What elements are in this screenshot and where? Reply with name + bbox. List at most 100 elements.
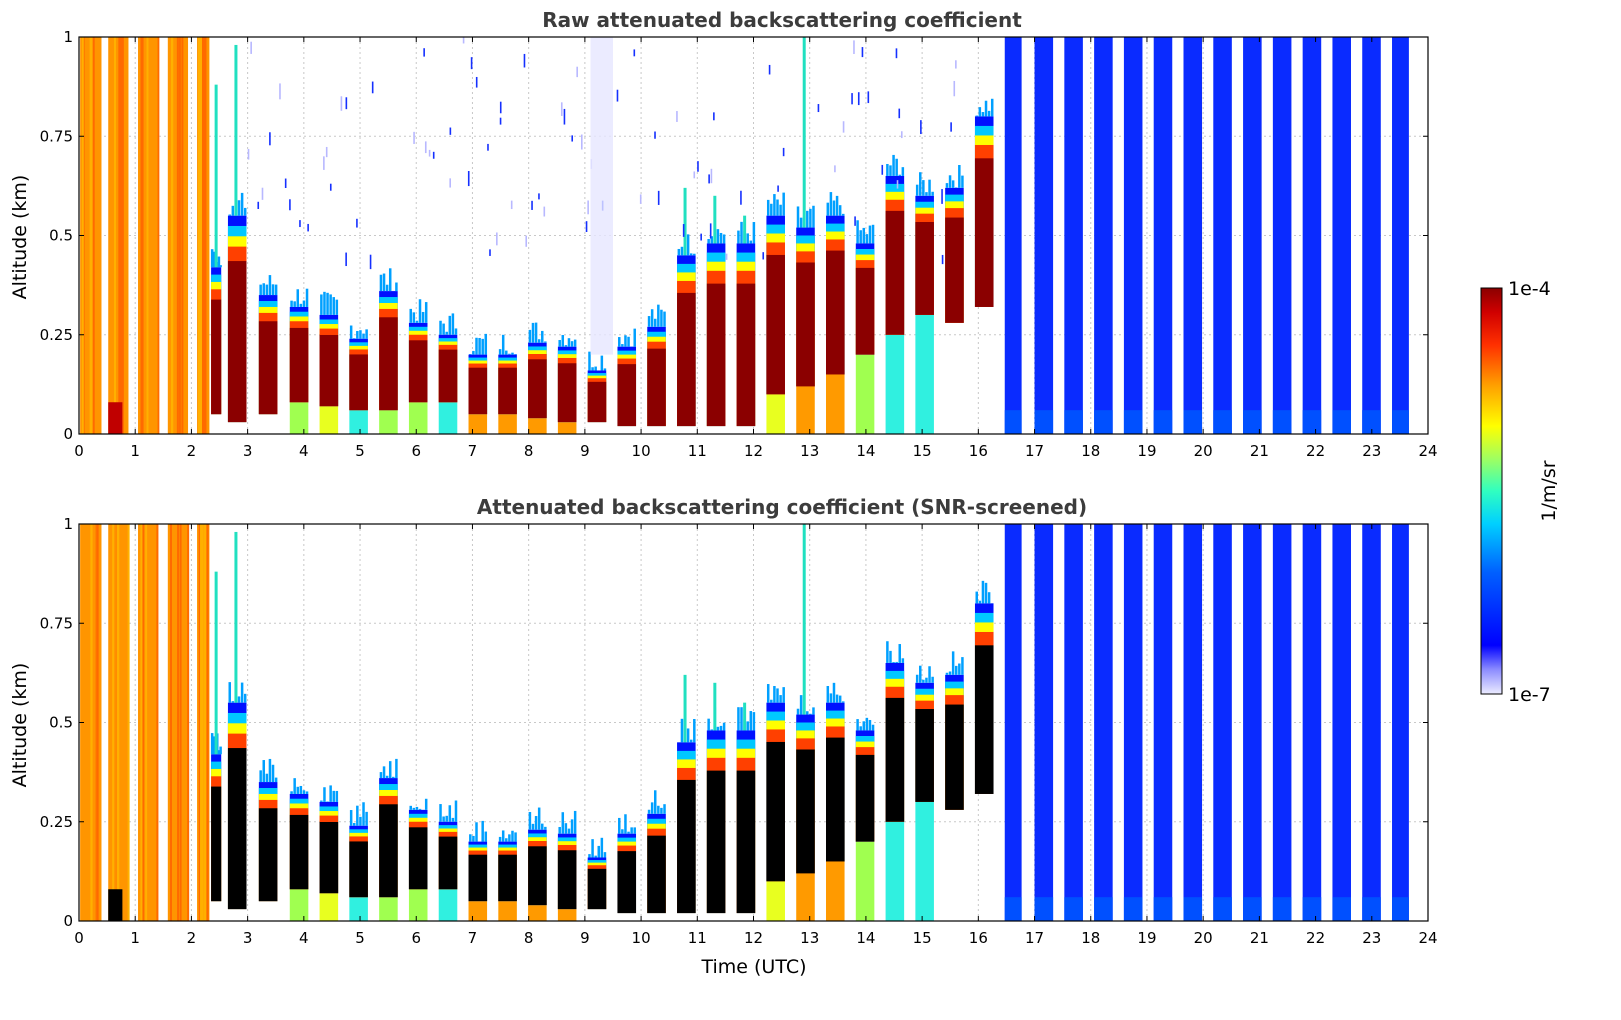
profile-block xyxy=(498,334,517,434)
profile-spike xyxy=(508,834,511,842)
profile-spike xyxy=(862,721,866,731)
profile-block xyxy=(498,830,517,921)
noise-speck xyxy=(345,252,347,267)
profile-spike xyxy=(349,810,353,826)
profile-band xyxy=(1183,37,1203,434)
noise-speck xyxy=(900,131,903,139)
profile-layer xyxy=(974,158,994,307)
x-tick-label: 12 xyxy=(744,929,763,947)
profile-block xyxy=(1153,524,1173,921)
profile-block xyxy=(885,154,905,434)
profile-spike xyxy=(451,817,455,822)
profile-band xyxy=(1243,524,1262,921)
noise-speck xyxy=(543,206,546,217)
profile-spike xyxy=(359,330,362,339)
profile-spike xyxy=(349,325,353,339)
profile-streak xyxy=(89,37,92,434)
profile-surface-layer xyxy=(1094,897,1113,921)
profile-spike xyxy=(320,294,323,315)
profile-layer xyxy=(289,327,309,403)
profile-surface-layer xyxy=(1362,897,1381,921)
noise-speck xyxy=(432,151,435,159)
profile-spike xyxy=(948,175,952,188)
profile-spike xyxy=(379,274,383,292)
profile-layer xyxy=(945,704,964,810)
profile-spike xyxy=(889,650,892,663)
x-tick-label: 24 xyxy=(1418,442,1437,460)
profile-spike xyxy=(418,299,422,323)
profile-block xyxy=(855,220,875,434)
profile-spike xyxy=(365,329,368,339)
profile-layer xyxy=(677,292,696,427)
profile-block xyxy=(1392,524,1409,921)
profile-spike xyxy=(508,353,511,355)
profile-below-layer xyxy=(855,841,875,921)
profile-streak xyxy=(146,37,149,434)
noise-speck xyxy=(950,122,952,132)
profile-spike xyxy=(633,827,636,834)
noise-speck xyxy=(867,91,870,104)
profile-spike xyxy=(274,284,278,296)
profile-spike xyxy=(925,677,928,683)
profile-layer xyxy=(468,367,488,415)
profile-block xyxy=(736,702,756,914)
profile-spike xyxy=(829,693,833,703)
profile-block xyxy=(1243,37,1262,434)
profile-spike xyxy=(352,822,356,826)
profile-spike xyxy=(290,300,293,307)
profile-spike xyxy=(262,760,266,783)
profile-spike xyxy=(271,284,275,296)
x-tick-label: 4 xyxy=(299,929,309,947)
x-tick-label: 24 xyxy=(1418,929,1437,947)
profile-layer xyxy=(211,299,222,415)
profile-spike xyxy=(573,339,577,347)
profile-surface-layer xyxy=(1272,410,1292,434)
profile-surface-layer xyxy=(1272,897,1292,921)
profile-spike xyxy=(362,802,365,826)
panel-screened-ylabel: Altitude (km) xyxy=(9,663,31,788)
profile-block xyxy=(736,215,756,427)
profile-spike xyxy=(987,110,991,117)
profile-streak xyxy=(206,524,209,921)
noise-speck xyxy=(340,96,343,111)
noise-speck xyxy=(782,147,785,157)
profile-layer xyxy=(647,835,666,914)
profile-spike xyxy=(265,773,269,783)
profile-spike xyxy=(796,708,800,715)
profile-spike xyxy=(231,205,235,216)
profile-spike xyxy=(719,725,723,731)
profile-spike xyxy=(212,736,216,755)
x-tick-label: 22 xyxy=(1306,442,1325,460)
profile-block xyxy=(1332,524,1351,921)
noise-speck xyxy=(279,83,281,100)
profile-layer xyxy=(617,364,637,427)
profile-block xyxy=(885,641,905,921)
profile-spike xyxy=(865,234,869,244)
profile-band xyxy=(1123,37,1143,434)
profile-plume xyxy=(234,531,238,703)
profile-spike xyxy=(892,154,895,176)
noise-speck xyxy=(587,200,589,215)
profile-spike xyxy=(832,200,836,216)
profile-spike xyxy=(558,340,561,347)
profile-surface-layer xyxy=(1123,410,1143,434)
profile-spike xyxy=(806,210,809,228)
noise-speck xyxy=(657,190,660,205)
profile-spike xyxy=(541,330,544,343)
noise-speck xyxy=(941,254,944,265)
profile-spike xyxy=(975,591,979,604)
profile-low-layer xyxy=(108,889,123,921)
profile-spike xyxy=(469,354,472,355)
profile-spike xyxy=(395,758,398,779)
profile-spike xyxy=(746,233,749,244)
profile-below-layer xyxy=(766,394,785,434)
profile-spike xyxy=(382,273,386,292)
profile-streak xyxy=(156,524,159,921)
panel-raw: Raw attenuated backscattering coefficien… xyxy=(9,8,1438,460)
y-tick-label: 1 xyxy=(63,515,73,533)
noise-speck xyxy=(423,48,425,57)
profile-below-layer xyxy=(289,889,309,921)
profile-layer xyxy=(706,283,726,427)
profile-spike xyxy=(296,289,300,307)
profile-spike xyxy=(210,733,214,755)
